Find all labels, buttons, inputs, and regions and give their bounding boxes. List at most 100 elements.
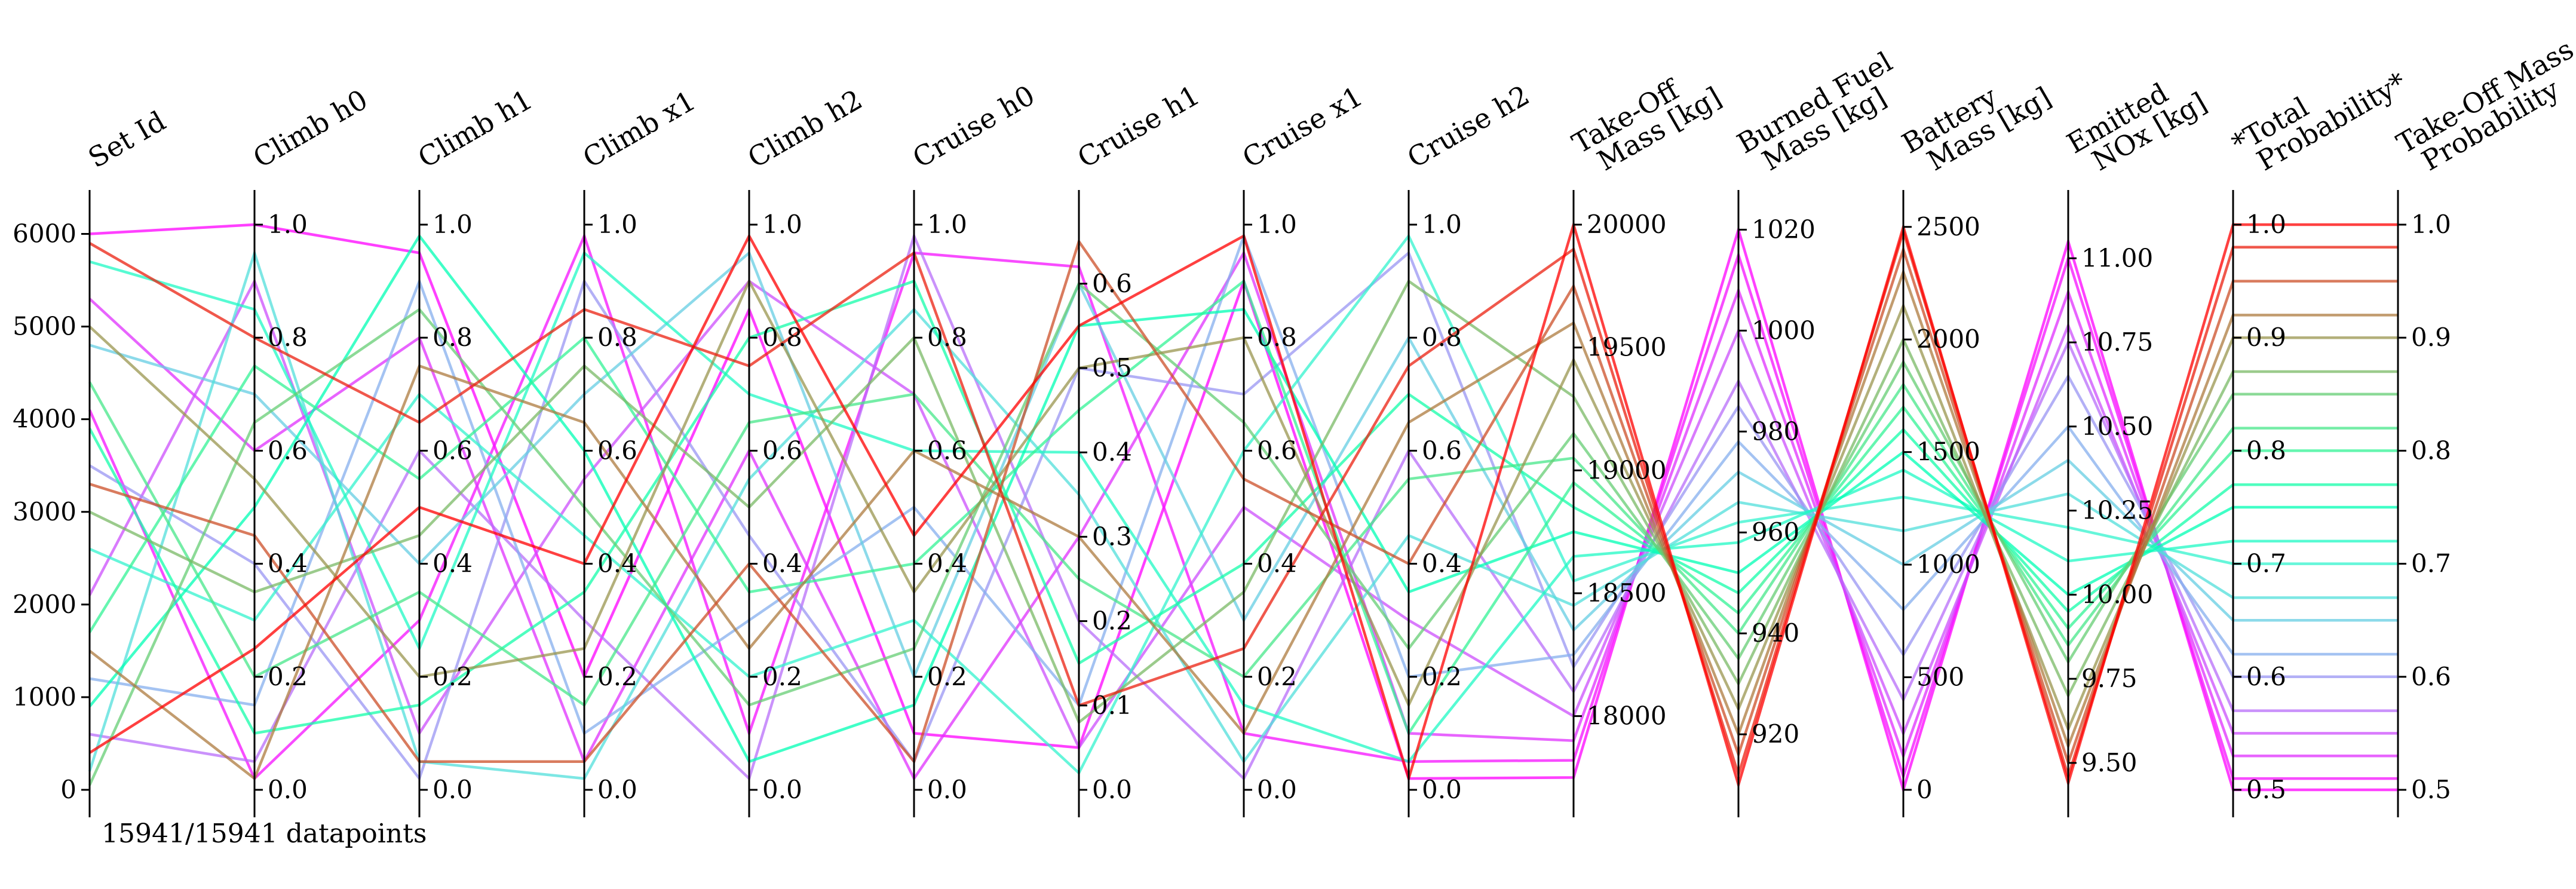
tick-label: 0.0 — [1092, 775, 1132, 804]
tick-label: 0.4 — [1092, 437, 1132, 467]
tick-label: 960 — [1752, 517, 1799, 547]
tick-label: 10.75 — [2081, 327, 2153, 357]
axis-title: Cruise x1 — [1237, 80, 1368, 174]
tick-label: 1000 — [1916, 550, 1980, 579]
axis-title: Cruise h1 — [1072, 79, 1206, 174]
tick-label: 0.8 — [433, 323, 473, 352]
tick-label: 0.6 — [1257, 436, 1297, 465]
tick-label: 1.0 — [927, 210, 967, 239]
tick-label: 0.2 — [597, 662, 637, 691]
tick-label: 0.2 — [1257, 662, 1297, 691]
tick-label: 18000 — [1587, 701, 1667, 731]
tick-label: 2000 — [13, 590, 76, 619]
tick-label: 0 — [1916, 775, 1933, 804]
tick-label: 0.0 — [433, 775, 473, 804]
axis-title: Take-OffMass [kg] — [1567, 57, 1727, 183]
tick-label: 0.4 — [1422, 549, 1462, 578]
tick-label: 11.00 — [2081, 243, 2153, 272]
tick-label: 0.5 — [1092, 353, 1132, 382]
axis-title: Take-Off MassProbability — [2391, 33, 2576, 184]
tick-label: 0.8 — [1422, 323, 1462, 352]
tick-label: 0.8 — [927, 323, 967, 352]
tick-label: 500 — [1916, 663, 1964, 692]
tick-label: 1.0 — [2411, 210, 2451, 239]
tick-label: 0.7 — [2411, 549, 2451, 578]
axis-title: Cruise h2 — [1402, 79, 1535, 174]
tick-label: 0.6 — [927, 436, 967, 465]
tick-label: 1.0 — [1422, 210, 1462, 239]
tick-label: 0.6 — [1092, 269, 1132, 298]
tick-label: 6000 — [13, 219, 76, 249]
tick-label: 0.6 — [2411, 662, 2451, 691]
datapoint-count-label: 15941/15941 datapoints — [102, 819, 427, 849]
tick-label: 0.8 — [1257, 323, 1297, 352]
tick-label: 10.50 — [2081, 412, 2153, 441]
axis-cruise-h2: 0.0 0.2 0.4 0.6 0.8 1.0 Cruise h2 — [1402, 79, 1535, 817]
tick-label: 3000 — [13, 497, 76, 526]
tick-label: 1.0 — [597, 210, 637, 239]
tick-label: 0.4 — [1257, 549, 1297, 578]
tick-label: 0.8 — [597, 323, 637, 352]
axis-title: BatteryMass [kg] — [1897, 57, 2057, 183]
tick-label: 1.0 — [433, 210, 473, 239]
tick-label: 940 — [1752, 618, 1799, 648]
tick-label: 20000 — [1587, 210, 1667, 239]
tick-label: 0.4 — [597, 549, 637, 578]
tick-label: 1500 — [1916, 437, 1980, 467]
tick-label: 4000 — [13, 404, 76, 434]
tick-label: 0.1 — [1092, 691, 1132, 720]
tick-label: 2500 — [1916, 212, 1980, 241]
tick-label: 19000 — [1587, 455, 1667, 485]
tick-label: 0.0 — [762, 775, 802, 804]
tick-label: 0.0 — [597, 775, 637, 804]
tick-label: 1020 — [1752, 214, 1816, 244]
tick-label: 0.4 — [268, 549, 308, 578]
tick-label: 0.7 — [2246, 549, 2286, 578]
tick-label: 1.0 — [762, 210, 802, 239]
axis-title: EmittedNOx [kg] — [2062, 62, 2212, 183]
tick-label: 0.2 — [268, 662, 308, 691]
tick-label: 0.8 — [268, 323, 308, 352]
tick-label: 0.6 — [433, 436, 473, 465]
tick-label: 980 — [1752, 416, 1799, 446]
tick-label: 9.75 — [2081, 664, 2138, 693]
axis-title: Climb x1 — [578, 84, 701, 174]
tick-label: 0.8 — [2411, 436, 2451, 465]
tick-label: 0.6 — [2246, 662, 2286, 691]
axis-title: *TotalProbability* — [2227, 42, 2412, 183]
axis-takeoff-mass-probability: 0.5 0.6 0.7 0.8 0.9 1.0 Take-Off MassProbabili… — [2391, 33, 2576, 817]
tick-label: 0.2 — [762, 662, 802, 691]
tick-label: 9.50 — [2081, 748, 2138, 777]
tick-label: 0 — [60, 775, 76, 804]
tick-label: 0.2 — [433, 662, 473, 691]
tick-label: 0.9 — [2411, 323, 2451, 352]
tick-label: 1.0 — [2246, 210, 2286, 239]
axis-title: Climb h1 — [413, 83, 538, 174]
tick-label: 0.5 — [2411, 775, 2451, 804]
tick-label: 0.8 — [2246, 436, 2286, 465]
tick-label: 920 — [1752, 719, 1799, 749]
tick-label: 0.4 — [433, 549, 473, 578]
tick-label: 0.6 — [762, 436, 802, 465]
axis-title: Burned FuelMass [kg] — [1732, 45, 1912, 184]
tick-label: 0.6 — [1422, 436, 1462, 465]
axis-set-id: 0 1000 2000 3000 4000 5000 6000 Set Id — [13, 105, 171, 817]
tick-label: 0.4 — [762, 549, 802, 578]
axis-title: Climb h2 — [743, 83, 868, 174]
tick-label: 1.0 — [268, 210, 308, 239]
tick-label: 0.6 — [268, 436, 308, 465]
tick-label: 0.3 — [1092, 522, 1132, 551]
tick-label: 0.2 — [927, 662, 967, 691]
axis-climb-h1: 0.0 0.2 0.4 0.6 0.8 1.0 Climb h1 — [413, 83, 538, 817]
tick-label: 18500 — [1587, 578, 1667, 608]
tick-label: 0.2 — [1422, 662, 1462, 691]
tick-label: 0.0 — [927, 775, 967, 804]
tick-label: 0.0 — [1422, 775, 1462, 804]
tick-label: 10.00 — [2081, 580, 2153, 609]
tick-label: 0.2 — [1092, 606, 1132, 636]
tick-label: 19500 — [1587, 333, 1667, 362]
axis-title: Cruise h0 — [907, 79, 1041, 174]
tick-label: 10.25 — [2081, 496, 2153, 525]
axis-takeoff-mass: 18000 18500 19000 19500 20000 Take-OffMass [k… — [1567, 57, 1727, 817]
